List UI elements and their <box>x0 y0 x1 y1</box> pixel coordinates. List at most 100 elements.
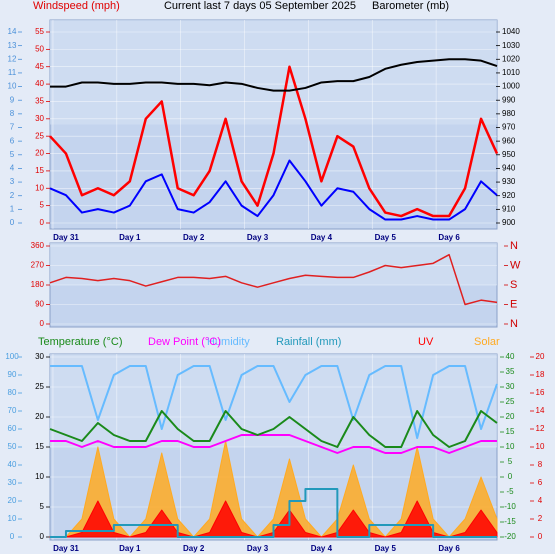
y-tick-label: 180 <box>31 280 45 289</box>
y-tick-label: 25 <box>506 397 515 406</box>
y-tick-label: 1 <box>10 204 15 213</box>
y-tick-label: 0 <box>40 532 45 541</box>
y-tick-label: -15 <box>504 517 516 526</box>
y-tick-label: 960 <box>502 136 516 145</box>
y-tick-label: -5 <box>506 487 514 496</box>
y-tick-label: 50 <box>35 44 44 53</box>
y-tick-label: 0 <box>10 218 15 227</box>
y2-axis-label: Barometer (mb) <box>372 0 449 12</box>
y-tick-label: 20 <box>35 412 44 421</box>
y-tick-label: 1040 <box>502 27 520 36</box>
y-tick-label: 8 <box>538 460 543 469</box>
y-tick-label: W <box>510 259 521 271</box>
y-tick-label: 5 <box>10 150 15 159</box>
y-tick-label: 80 <box>8 388 17 397</box>
x-tick-label: Day 4 <box>311 233 333 242</box>
legend-entry: Solar <box>474 336 500 348</box>
y-tick-label: 5 <box>40 201 45 210</box>
x-tick-label: Day 6 <box>438 544 460 553</box>
y-tick-label: 60 <box>8 424 17 433</box>
y-tick-label: 4 <box>10 164 15 173</box>
x-tick-label: Day 2 <box>183 233 205 242</box>
x-tick-label: Day 1 <box>119 544 141 553</box>
y-tick-label: 100 <box>5 352 19 361</box>
line <box>49 253 498 306</box>
y-tick-label: 10 <box>8 82 17 91</box>
y-tick-label: 0 <box>10 532 15 541</box>
y-tick-label: 20 <box>506 412 515 421</box>
y-tick-label: 10 <box>506 442 515 451</box>
y-tick-label: 950 <box>502 150 516 159</box>
y-tick-label: 30 <box>8 478 17 487</box>
x-tick-label: Day 5 <box>375 544 397 553</box>
y-tick-label: 20 <box>8 496 17 505</box>
plot-shade <box>50 20 497 125</box>
x-tick-label: Day 3 <box>247 233 269 242</box>
y-tick-label: 11 <box>8 68 17 77</box>
y-tick-label: 30 <box>35 114 44 123</box>
y-tick-label: 40 <box>35 79 44 88</box>
y-tick-label: 360 <box>31 241 45 250</box>
y-tick-label: 5 <box>508 457 513 466</box>
y-tick-label: 30 <box>35 352 44 361</box>
y-tick-label: 15 <box>506 427 515 436</box>
y-tick-label: 980 <box>502 109 516 118</box>
y-tick-label: 970 <box>502 123 516 132</box>
y-tick-label: 16 <box>536 388 545 397</box>
y-tick-label: 1020 <box>502 54 520 63</box>
y-tick-label: 0 <box>538 532 543 541</box>
y-tick-label: 990 <box>502 95 516 104</box>
x-tick-label: Day 5 <box>375 233 397 242</box>
y-tick-label: 6 <box>538 478 543 487</box>
x-tick-label: Day 4 <box>311 544 333 553</box>
legend-entry: Rainfall (mm) <box>276 336 341 348</box>
y-tick-label: 0 <box>508 472 513 481</box>
y-tick-label: 270 <box>31 261 45 270</box>
line <box>50 488 497 538</box>
y-tick-label: 9 <box>10 95 15 104</box>
y-tick-label: 70 <box>8 406 17 415</box>
legend-entry: Dew Point (°C) <box>148 336 221 348</box>
y-tick-label: 940 <box>502 164 516 173</box>
y-tick-label: 40 <box>8 460 17 469</box>
y-tick-label: 90 <box>35 300 44 309</box>
y-tick-label: 10 <box>35 183 44 192</box>
y-tick-label: 14 <box>536 406 545 415</box>
line <box>49 159 498 221</box>
y-axis-label: Windspeed (mph) <box>33 0 120 12</box>
y-tick-label: 1030 <box>502 41 520 50</box>
y-tick-label: 20 <box>536 352 545 361</box>
line <box>49 410 498 448</box>
y-tick-label: 13 <box>8 41 17 50</box>
y-tick-label: -10 <box>504 502 516 511</box>
y-tick-label: 12 <box>536 424 545 433</box>
y-tick-label: 6 <box>10 136 15 145</box>
legend-entry: UV <box>418 336 434 348</box>
y-tick-label: 1000 <box>502 82 520 91</box>
line <box>50 58 498 92</box>
y-tick-label: 20 <box>35 149 44 158</box>
y-tick-label: 910 <box>502 204 516 213</box>
y-tick-label: 35 <box>506 367 515 376</box>
legend-entry: Temperature (°C) <box>38 336 122 348</box>
x-tick-label: Day 6 <box>438 233 460 242</box>
y-tick-label: 5 <box>40 502 45 511</box>
y-tick-label: 30 <box>506 382 515 391</box>
y-tick-label: 1010 <box>502 68 520 77</box>
y-tick-label: S <box>510 279 517 291</box>
y-tick-label: 50 <box>8 442 17 451</box>
y-tick-label: 930 <box>502 177 516 186</box>
y-tick-label: -20 <box>504 532 516 541</box>
plot-shade <box>50 243 497 285</box>
y-tick-label: 0 <box>40 218 45 227</box>
y-tick-label: 40 <box>506 352 515 361</box>
y-tick-label: 3 <box>10 177 15 186</box>
y-tick-label: 14 <box>8 27 17 36</box>
x-tick-label: Day 2 <box>183 544 205 553</box>
line <box>49 65 499 218</box>
y-tick-label: 18 <box>536 370 545 379</box>
y-tick-label: 7 <box>10 123 15 132</box>
y-tick-label: 10 <box>35 472 44 481</box>
x-tick-label: Day 31 <box>53 233 79 242</box>
